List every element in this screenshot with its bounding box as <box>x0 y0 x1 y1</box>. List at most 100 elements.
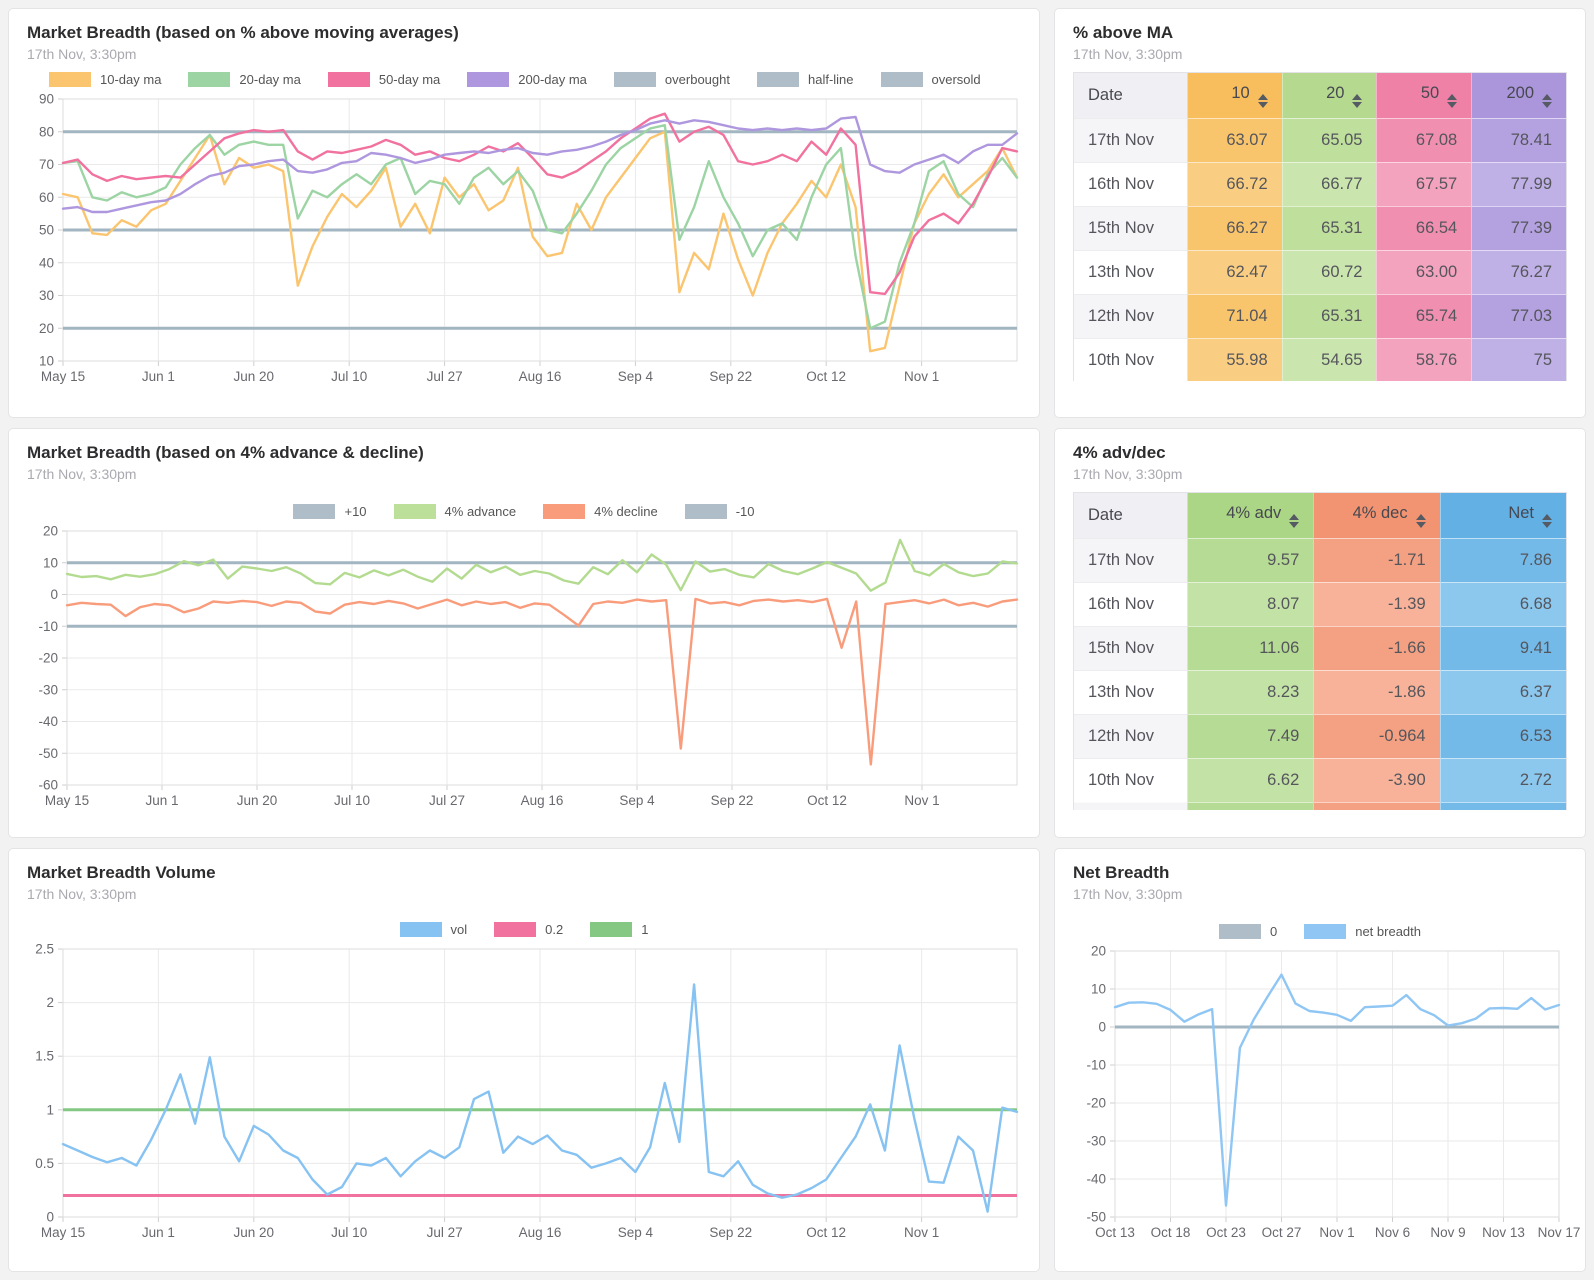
date-cell: 13th Nov <box>1074 670 1187 715</box>
plot-border <box>66 530 1018 786</box>
column-header-10[interactable]: 10 <box>1186 73 1282 119</box>
y-axis-label: -60 <box>38 778 58 793</box>
value-cell: 67.08 <box>1376 118 1472 163</box>
column-header-label: Date <box>1088 86 1123 105</box>
legend-swatch-icon <box>393 504 436 520</box>
value-cell: 55.98 <box>1186 338 1282 382</box>
x-axis-label: Nov 6 <box>1375 1225 1410 1240</box>
legend-label: 10-day ma <box>100 72 162 88</box>
legend-item-10-day-ma[interactable]: 10-day ma <box>49 72 162 88</box>
series-20-day-ma <box>61 124 1019 330</box>
panel-volume-chart: Market Breadth Volume 17th Nov, 3:30pm v… <box>8 848 1040 1272</box>
column-header-label: Net <box>1508 503 1534 522</box>
table-container: Date 10 20 50 200 17th Nov 63.07 65.05 67.08 78.4… <box>1073 72 1567 382</box>
x-axis-label: Jun 20 <box>237 793 278 808</box>
legend-item-half-line[interactable]: half-line <box>756 72 854 88</box>
x-axis-label: Aug 16 <box>519 369 562 384</box>
legend-swatch-icon <box>756 72 799 88</box>
legend-item-50-day-ma[interactable]: 50-day ma <box>327 72 440 88</box>
legend-item-oversold[interactable]: oversold <box>880 72 981 88</box>
series-4-decline <box>65 597 1019 766</box>
column-header-20[interactable]: 20 <box>1281 73 1377 119</box>
x-axis-label: Nov 17 <box>1538 1225 1581 1240</box>
sort-icon <box>1447 93 1458 108</box>
column-header-label: 4% adv <box>1226 503 1282 522</box>
y-axis-label: 70 <box>39 157 54 172</box>
adv-dec-table: Date 4% adv 4% dec Net 17th Nov 9.57 -1.71 7.86… <box>1073 492 1567 811</box>
value-cell: -1.86 <box>1313 670 1440 715</box>
plot-border <box>1114 950 1560 1218</box>
legend-item-1[interactable]: 1 <box>590 922 648 938</box>
date-cell: 16th Nov <box>1074 162 1187 207</box>
column-header-date: Date <box>1074 493 1187 539</box>
x-axis-label: Jul 10 <box>331 1225 367 1240</box>
column-header-4-dec[interactable]: 4% dec <box>1313 493 1440 539</box>
value-cell: 63.00 <box>1376 250 1472 295</box>
legend-item-0-2[interactable]: 0.2 <box>494 922 563 938</box>
legend-item-0[interactable]: 0 <box>1218 924 1277 940</box>
value-cell: 65.31 <box>1281 294 1377 339</box>
panel-title: Market Breadth (based on 4% advance & de… <box>27 443 424 462</box>
legend-item-net-breadth[interactable]: net breadth <box>1304 924 1421 940</box>
value-cell: 7.49 <box>1186 714 1314 759</box>
table-row: 15th Nov 11.06 -1.66 9.41 <box>1074 626 1566 671</box>
x-axis-label: Jul 27 <box>429 793 465 808</box>
column-header-net[interactable]: Net <box>1439 493 1566 539</box>
table-row: 12th Nov 71.04 65.31 65.74 77.03 <box>1074 294 1566 339</box>
date-cell: 17th Nov <box>1074 538 1187 583</box>
legend-label: 4% advance <box>444 504 517 520</box>
x-axis-label: Nov 9 <box>1430 1225 1465 1240</box>
x-axis-label: Oct 23 <box>1206 1225 1246 1240</box>
legend-swatch-icon <box>590 922 633 938</box>
legend-label: overbought <box>664 72 730 88</box>
legend-swatch-icon <box>494 922 537 938</box>
series-10-day-ma <box>61 130 1019 353</box>
legend-item-200-day-ma[interactable]: 200-day ma <box>467 72 587 88</box>
table-row: 10th Nov 6.62 -3.90 2.72 <box>1074 758 1566 803</box>
y-axis-label: -50 <box>1086 1210 1106 1225</box>
legend-item-4-decline[interactable]: 4% decline <box>543 504 658 520</box>
panel-title: Market Breadth Volume <box>27 863 216 882</box>
y-axis-label: 50 <box>39 223 54 238</box>
column-header-50[interactable]: 50 <box>1376 73 1472 119</box>
value-cell: 62.47 <box>1186 250 1282 295</box>
date-cell: 15th Nov <box>1074 206 1187 251</box>
value-cell: 71.04 <box>1186 294 1282 339</box>
legend-item-overbought[interactable]: overbought <box>613 72 730 88</box>
value-cell: 66.72 <box>1186 162 1282 207</box>
series-4-advance <box>65 538 1019 592</box>
legend-item-vol[interactable]: vol <box>399 922 467 938</box>
x-axis-label: Nov 1 <box>904 369 939 384</box>
panel-subtitle: 17th Nov, 3:30pm <box>27 466 137 483</box>
panel-subtitle: 17th Nov, 3:30pm <box>1073 886 1183 903</box>
legend-item-4-advance[interactable]: 4% advance <box>393 504 517 520</box>
table-row: 12th Nov 7.49 -0.964 6.53 <box>1074 714 1566 759</box>
legend-swatch-icon <box>467 72 510 88</box>
value-cell: 6.37 <box>1439 670 1566 715</box>
column-header-200[interactable]: 200 <box>1471 73 1566 119</box>
legend-label: 4% decline <box>594 504 658 520</box>
value-cell: 54.65 <box>1281 338 1377 382</box>
legend-item-20-day-ma[interactable]: 20-day ma <box>188 72 301 88</box>
date-cell: 15th Nov <box>1074 626 1187 671</box>
x-axis-label: May 15 <box>41 369 85 384</box>
sort-icon <box>1352 93 1363 108</box>
legend-swatch-icon <box>543 504 586 520</box>
column-header-label: 4% dec <box>1352 503 1408 522</box>
value-cell: -3.90 <box>1313 758 1440 803</box>
date-cell: 16th Nov <box>1074 582 1187 627</box>
column-header-4-adv[interactable]: 4% adv <box>1186 493 1314 539</box>
legend-swatch-icon <box>188 72 231 88</box>
chart-legend: 10-day ma 20-day ma 50-day ma 200-day ma ove… <box>49 72 1021 88</box>
legend-item-10[interactable]: +10 <box>293 504 367 520</box>
value-cell: 11.06 <box>1186 626 1314 671</box>
y-axis-label: -40 <box>1086 1172 1106 1187</box>
legend-label: oversold <box>931 72 981 88</box>
series-200-day-ma <box>61 115 1019 214</box>
legend-item-10[interactable]: -10 <box>684 504 755 520</box>
y-axis-label: 30 <box>39 288 54 303</box>
